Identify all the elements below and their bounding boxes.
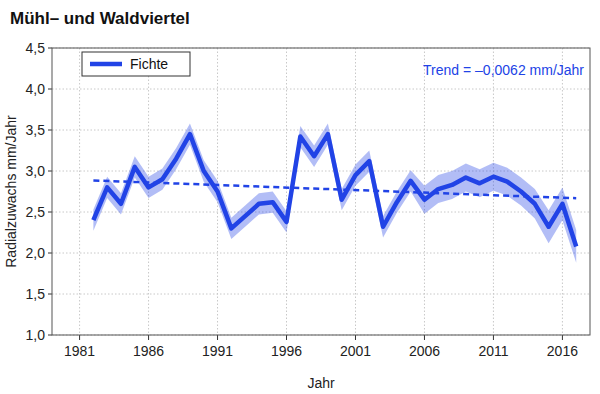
y-tick (48, 212, 52, 213)
data-layer (93, 123, 576, 262)
plot-frame (52, 48, 590, 335)
x-tick (493, 335, 494, 340)
x-tick (79, 335, 80, 340)
y-tick (48, 89, 52, 90)
y-axis-label: Radialzuwachs mm/Jahr (3, 115, 19, 268)
title: Mühl– und Waldviertel (10, 9, 190, 28)
y-tick-label: 4,5 (26, 40, 46, 56)
grid-line (79, 48, 80, 335)
grid-line (52, 212, 590, 213)
y-tick-label: 2,0 (26, 245, 46, 261)
plot-area (52, 48, 590, 335)
legend: Fichte (82, 52, 190, 76)
x-tick-label: 2006 (409, 343, 440, 359)
x-axis-label: Jahr (307, 375, 335, 391)
x-tick-label: 2016 (547, 343, 578, 359)
grid-line (355, 48, 356, 335)
y-tick-label: 3,0 (26, 163, 46, 179)
trend-label: Trend = –0,0062 mm/Jahr (423, 62, 584, 78)
y-tick (48, 335, 52, 336)
x-tick (217, 335, 218, 340)
y-tick (48, 171, 52, 172)
x-tick (286, 335, 287, 340)
x-tick (562, 335, 563, 340)
y-tick (48, 130, 52, 131)
y-tick-label: 1,5 (26, 286, 46, 302)
x-tick-label: 2001 (340, 343, 371, 359)
series-line (93, 134, 576, 246)
legend-box (82, 52, 190, 76)
grid-line (52, 294, 590, 295)
x-tick (148, 335, 149, 340)
grid-line (52, 253, 590, 254)
y-tick-label: 3,5 (26, 122, 46, 138)
y-tick (48, 48, 52, 49)
x-tick (424, 335, 425, 340)
grid-line (286, 48, 287, 335)
y-tick (48, 294, 52, 295)
y-tick (48, 253, 52, 254)
grid-line (52, 89, 590, 90)
x-tick-label: 1996 (271, 343, 302, 359)
legend-swatch (90, 62, 122, 67)
y-tick-label: 1,0 (26, 327, 46, 343)
trend-line (93, 180, 576, 198)
confidence-band (93, 123, 576, 262)
chart: Mühl– und Waldviertel 1,0 1,5 2,0 2,5 3,0 3,5 4… (0, 0, 600, 394)
y-tick-label: 2,5 (26, 204, 46, 220)
grid-line (493, 48, 494, 335)
grid-line (52, 130, 590, 131)
y-tick-label: 4,0 (26, 81, 46, 97)
x-tick-label: 1991 (202, 343, 233, 359)
x-tick (355, 335, 356, 340)
x-tick-label: 1986 (133, 343, 164, 359)
x-tick-label: 1981 (64, 343, 95, 359)
grid (52, 48, 590, 335)
legend-label: Fichte (130, 56, 168, 72)
x-tick-label: 2011 (478, 343, 508, 359)
